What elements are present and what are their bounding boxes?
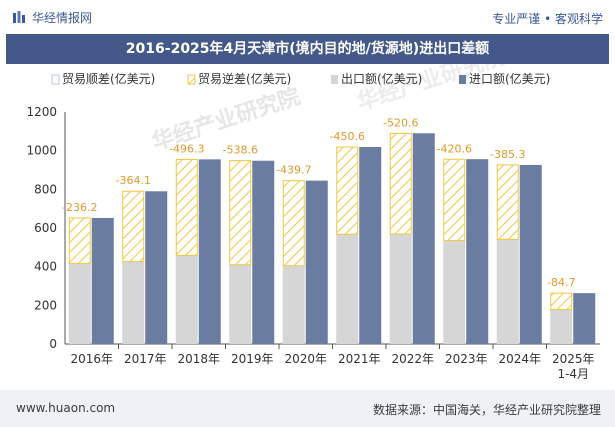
deficit-data-label: -385.3 — [490, 148, 525, 161]
x-tick-label: 2024年 — [498, 352, 541, 366]
deficit-bar — [389, 132, 412, 235]
import-bar — [145, 191, 168, 344]
import-bar — [412, 133, 435, 344]
export-bar — [550, 309, 573, 344]
y-tick-label: 400 — [34, 260, 57, 274]
y-tick-label: 800 — [34, 182, 57, 196]
y-tick-label: 1000 — [26, 144, 57, 158]
deficit-data-label: -496.3 — [169, 143, 204, 156]
deficit-bar — [496, 164, 519, 240]
export-bar — [496, 239, 519, 344]
import-bar — [91, 217, 114, 344]
deficit-data-label: -364.1 — [116, 174, 151, 187]
footer: www.huaon.com 数据来源：中国海关，华经产业研究院整理 — [0, 390, 615, 427]
deficit-bar — [443, 158, 466, 242]
legend-deficit-label: 贸易逆差(亿美元) — [198, 71, 291, 86]
x-tick-label: 2017年 — [124, 352, 167, 366]
import-bar — [305, 180, 328, 344]
x-tick-label: 2025年 — [552, 352, 595, 366]
x-tick-label: 2020年 — [284, 352, 327, 366]
legend-surplus-swatch — [51, 74, 60, 85]
legend-export-swatch — [331, 75, 338, 84]
import-bar — [359, 146, 382, 344]
x-tick-label: 2019年 — [231, 352, 274, 366]
import-bar — [519, 164, 542, 344]
data-source: 数据来源：中国海关，华经产业研究院整理 — [372, 403, 601, 417]
y-tick-label: 0 — [49, 337, 57, 351]
deficit-data-label: -236.2 — [62, 201, 97, 214]
site-name: 华经情报网 — [32, 11, 93, 25]
export-bar — [336, 234, 359, 344]
deficit-data-label: -538.6 — [223, 144, 258, 157]
import-bar — [198, 159, 221, 344]
legend-import-swatch — [459, 75, 466, 84]
deficit-data-label: -520.6 — [383, 116, 418, 129]
top-bar: 华经情报网 专业严谨 • 客观科学 — [0, 0, 615, 34]
tagline: 专业严谨 • 客观科学 — [492, 12, 603, 26]
export-bar — [122, 261, 145, 344]
y-tick-label: 200 — [34, 298, 57, 312]
x-tick-label: 2016年 — [70, 352, 113, 366]
export-bar — [389, 233, 412, 344]
legend-surplus-label: 贸易顺差(亿美元) — [62, 71, 155, 86]
y-tick-label: 1200 — [26, 105, 57, 119]
legend-export-label: 出口额(亿美元) — [341, 71, 422, 86]
deficit-data-label: -84.7 — [547, 276, 575, 289]
deficit-data-label: -450.6 — [330, 130, 365, 143]
x-tick-label: 2022年 — [391, 352, 434, 366]
logo-icon — [13, 11, 25, 23]
import-bar — [466, 159, 489, 344]
deficit-bar — [229, 160, 252, 266]
x-tick-label: 1-4月 — [557, 367, 589, 381]
legend-import-label: 进口额(亿美元) — [469, 71, 550, 86]
deficit-bar — [68, 217, 91, 265]
x-tick-label: 2021年 — [338, 352, 381, 366]
export-bar — [68, 263, 91, 344]
deficit-bar — [175, 159, 198, 256]
deficit-bar — [122, 190, 145, 263]
import-bar — [573, 293, 596, 344]
import-bar — [252, 160, 275, 344]
deficit-bar — [550, 292, 573, 311]
x-tick-label: 2018年 — [177, 352, 220, 366]
x-tick-label: 2023年 — [445, 352, 488, 366]
legend-deficit-swatch — [187, 74, 196, 85]
export-bar — [229, 264, 252, 344]
export-bar — [175, 255, 198, 344]
deficit-data-label: -420.6 — [437, 142, 472, 155]
website-link[interactable]: www.huaon.com — [16, 401, 116, 415]
deficit-bar — [282, 180, 305, 267]
deficit-data-label: -439.7 — [276, 164, 311, 177]
export-bar — [282, 265, 305, 344]
export-bar — [443, 240, 466, 344]
chart-title: 2016-2025年4月天津市(境内目的地/货源地)进出口差额 — [6, 34, 609, 64]
y-tick-label: 600 — [34, 221, 57, 235]
deficit-bar — [336, 146, 359, 235]
site-logo[interactable]: 华经情报网 — [12, 9, 92, 26]
